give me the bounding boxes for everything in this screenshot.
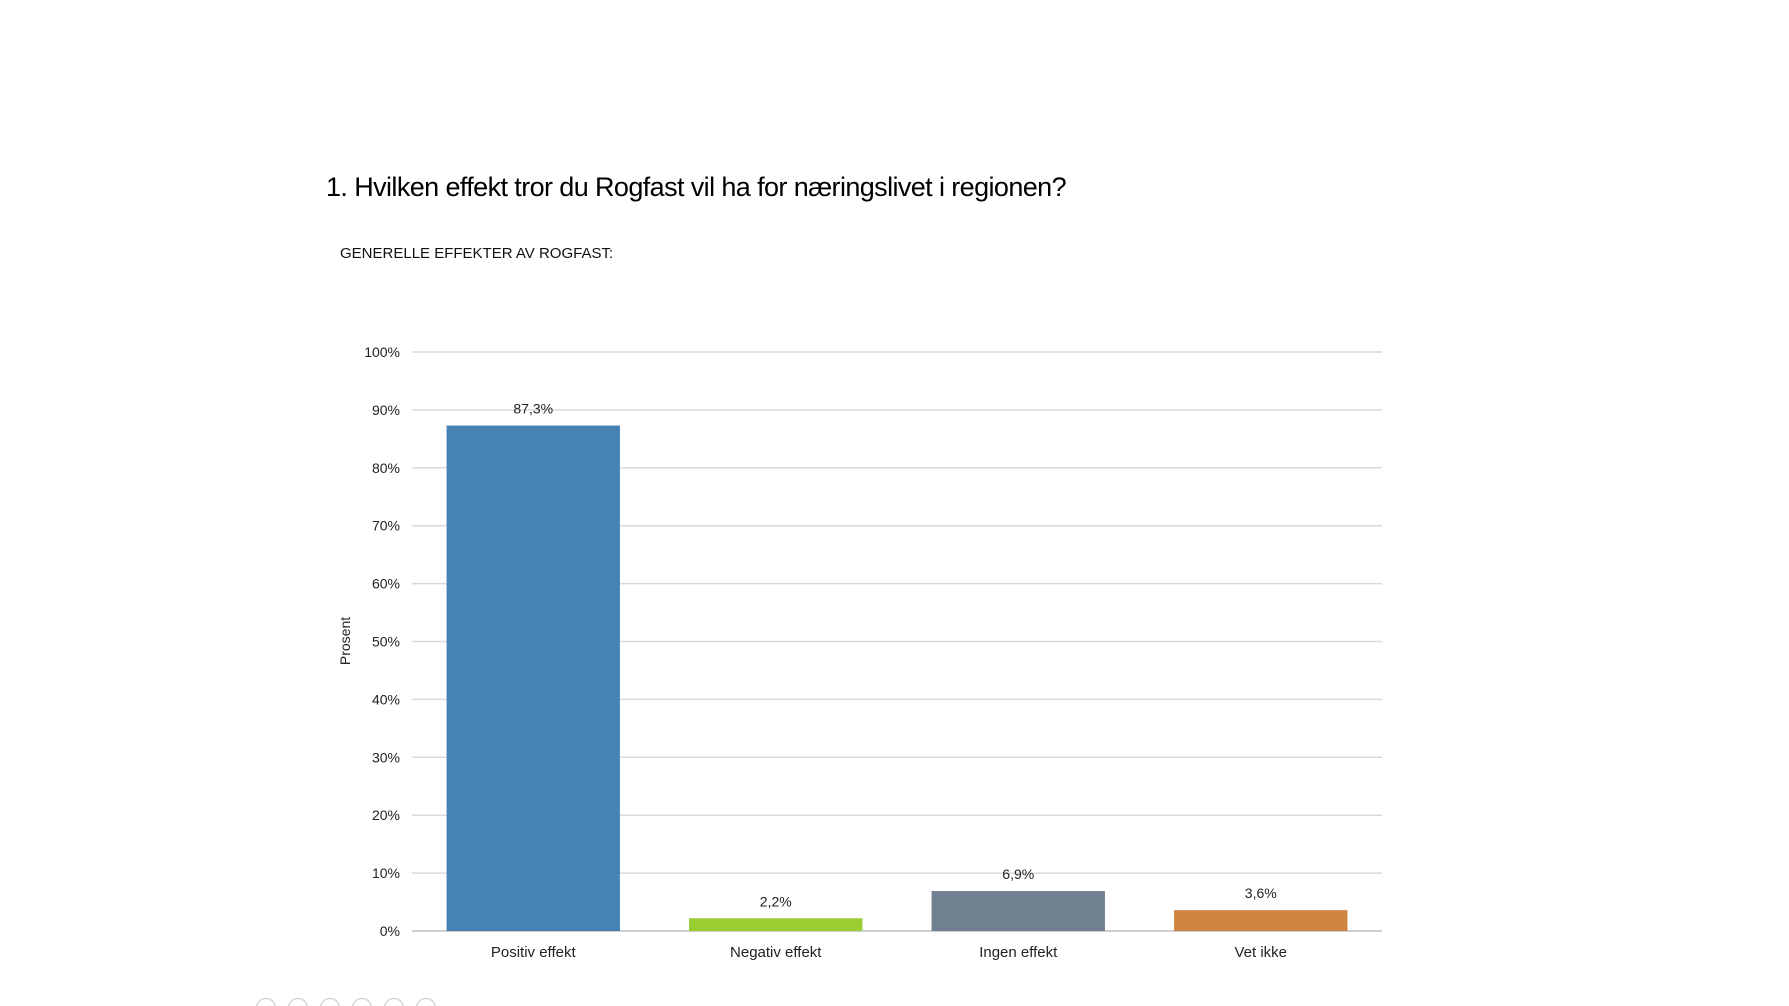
y-tick-label: 40%	[372, 691, 400, 707]
data-label: 2,2%	[760, 893, 792, 909]
slide-title: 1. Hvilken effekt tror du Rogfast vil ha…	[326, 172, 1067, 202]
y-tick-label: 30%	[372, 749, 400, 765]
slide-zoom-icon[interactable]	[384, 998, 404, 1006]
x-tick-label: Ingen effekt	[979, 944, 1058, 961]
data-label: 3,6%	[1245, 885, 1277, 901]
slide-more-icon[interactable]	[416, 998, 436, 1006]
y-tick-label: 0%	[380, 923, 400, 939]
slide-menu-icon[interactable]	[352, 998, 372, 1006]
y-tick-label: 100%	[364, 344, 400, 360]
y-axis-ticks: 0% 10% 20% 30% 40% 50% 60% 70% 80% 90% 100%	[364, 344, 400, 939]
chart-subtitle: GENERELLE EFFEKTER AV ROGFAST:	[340, 245, 614, 262]
y-tick-label: 50%	[372, 634, 400, 650]
y-tick-label: 20%	[372, 807, 400, 823]
x-tick-label: Negativ effekt	[730, 944, 822, 961]
data-labels: 87,3% 2,2% 6,9% 3,6%	[513, 401, 1276, 910]
slide-navigation	[256, 998, 436, 1006]
y-tick-label: 10%	[372, 865, 400, 881]
x-tick-label: Positiv effekt	[491, 944, 577, 961]
y-tick-label: 70%	[372, 518, 400, 534]
data-label: 87,3%	[513, 401, 553, 417]
slide-back-icon[interactable]	[288, 998, 308, 1006]
bar	[689, 918, 863, 931]
y-tick-label: 80%	[372, 460, 400, 476]
data-label: 6,9%	[1002, 866, 1034, 882]
y-tick-label: 90%	[372, 402, 400, 418]
slide-prev-icon[interactable]	[256, 998, 276, 1006]
bars	[446, 425, 1348, 931]
x-axis-ticks: Positiv effekt Negativ effekt Ingen effekt…	[491, 944, 1287, 961]
y-axis-title: Prosent	[337, 617, 353, 665]
slide-pen-icon[interactable]	[320, 998, 340, 1006]
x-tick-label: Vet ikke	[1234, 944, 1287, 961]
y-tick-label: 60%	[372, 576, 400, 592]
bar	[931, 891, 1105, 931]
bar	[446, 425, 620, 931]
bar	[1174, 910, 1348, 931]
